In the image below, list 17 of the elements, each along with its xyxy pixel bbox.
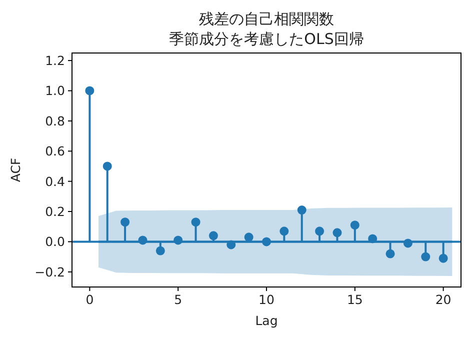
- x-tick-label: 15: [346, 292, 363, 307]
- y-tick-label: 0.6: [45, 144, 66, 159]
- y-tick-label: −0.2: [34, 264, 65, 280]
- y-tick-label: 1.2: [45, 53, 65, 68]
- x-axis-title: Lag: [255, 313, 278, 328]
- y-tick-label: 0.4: [45, 174, 66, 189]
- x-tick-label: 5: [174, 292, 182, 307]
- x-tick-label: 0: [86, 292, 94, 307]
- x-tick-label: 20: [435, 292, 452, 307]
- y-tick-label: 0.0: [45, 234, 66, 250]
- x-tick-label: 10: [258, 292, 274, 307]
- y-tick-label: 0.2: [45, 204, 65, 220]
- y-axis-title: ACF: [8, 158, 23, 182]
- chart-title: 残差の自己相関関数: [199, 10, 334, 28]
- y-tick-label: 0.8: [45, 113, 66, 128]
- chart-subtitle: 季節成分を考慮したOLS回帰: [169, 30, 364, 48]
- y-tick-label: 1.0: [45, 83, 66, 98]
